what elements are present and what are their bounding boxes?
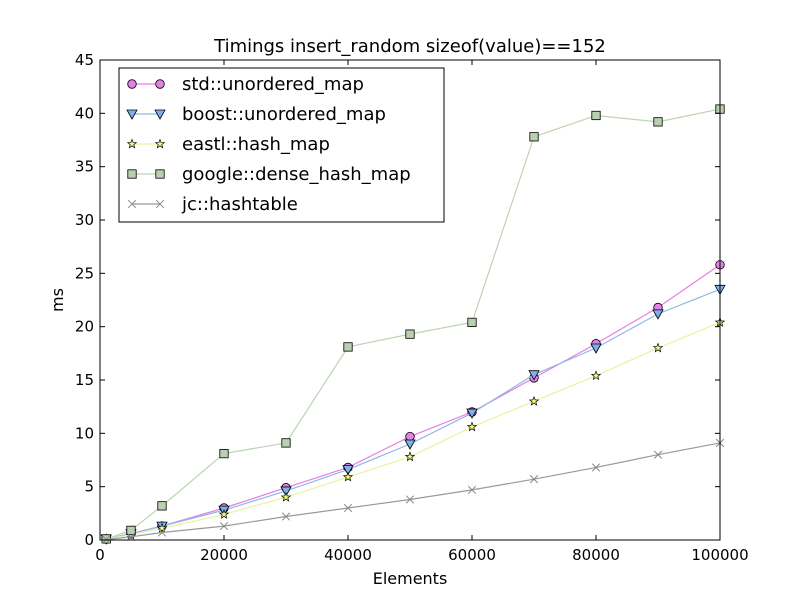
legend-entries: std::unordered_mapboost::unordered_mapea… bbox=[126, 74, 411, 215]
y-tick-label: 0 bbox=[84, 531, 94, 549]
series-line bbox=[106, 288, 721, 540]
data-point bbox=[280, 486, 292, 497]
legend-label: eastl::hash_map bbox=[182, 134, 330, 155]
data-point bbox=[219, 448, 229, 459]
legend-marker-left bbox=[127, 169, 137, 179]
legend-marker-left bbox=[127, 199, 137, 209]
data-point bbox=[466, 421, 478, 432]
y-axis-label: ms bbox=[48, 288, 67, 312]
data-point bbox=[405, 329, 415, 339]
data-point bbox=[218, 508, 230, 519]
legend-marker-left bbox=[126, 138, 138, 149]
data-point bbox=[529, 475, 539, 484]
y-tick-label: 20 bbox=[75, 318, 94, 336]
data-point bbox=[342, 471, 354, 482]
data-point bbox=[467, 485, 477, 495]
data-point bbox=[219, 521, 229, 531]
data-point bbox=[652, 309, 664, 320]
data-point bbox=[281, 438, 291, 448]
series-line bbox=[106, 321, 721, 540]
series-0 bbox=[101, 260, 725, 544]
x-tick-label: 40000 bbox=[324, 546, 372, 564]
legend-marker-left bbox=[126, 109, 138, 120]
data-point bbox=[652, 342, 664, 353]
data-point bbox=[280, 491, 292, 502]
x-tick-label: 60000 bbox=[448, 546, 496, 564]
legend-label: google::dense_hash_map bbox=[182, 164, 411, 185]
y-tick-label: 10 bbox=[75, 424, 94, 442]
x-tick-label: 80000 bbox=[572, 546, 620, 564]
x-tick-label: 100000 bbox=[691, 546, 748, 564]
y-tick-label: 40 bbox=[75, 104, 94, 122]
data-point bbox=[653, 450, 663, 459]
legend-marker-right bbox=[155, 79, 165, 89]
series-line bbox=[106, 264, 721, 540]
legend-marker-right bbox=[154, 138, 166, 149]
legend-entry: eastl::hash_map bbox=[126, 134, 330, 155]
y-tick-label: 25 bbox=[75, 264, 94, 282]
data-point bbox=[591, 463, 601, 472]
data-point bbox=[157, 528, 167, 537]
legend-marker-right bbox=[155, 169, 165, 179]
chart-title: Timings insert_random sizeof(value)==152 bbox=[213, 36, 606, 57]
y-tick-label: 15 bbox=[75, 371, 94, 389]
data-point bbox=[466, 408, 478, 419]
data-point bbox=[590, 370, 602, 381]
legend-label: boost::unordered_map bbox=[182, 104, 386, 125]
data-point bbox=[528, 395, 540, 406]
ticks-layer: 0 20000 40000 60000 80000 100000 0 5 10 15 20 25 30 3… bbox=[75, 51, 749, 564]
data-point bbox=[590, 343, 602, 354]
legend-marker-right bbox=[154, 109, 166, 120]
legend-entry: jc::hashtable bbox=[127, 194, 298, 215]
y-tick-label: 45 bbox=[75, 51, 94, 69]
data-point bbox=[281, 512, 291, 521]
data-point bbox=[157, 501, 167, 511]
data-point bbox=[102, 535, 111, 544]
data-point bbox=[126, 525, 136, 536]
data-point bbox=[343, 503, 353, 513]
y-tick-label: 5 bbox=[84, 478, 94, 496]
data-point bbox=[529, 132, 539, 142]
data-point bbox=[591, 110, 601, 121]
data-point bbox=[467, 317, 477, 328]
legend-label: jc::hashtable bbox=[181, 194, 298, 215]
series-1 bbox=[100, 284, 726, 545]
data-point bbox=[653, 117, 663, 127]
data-point bbox=[343, 342, 353, 352]
data-point bbox=[342, 465, 354, 476]
y-tick-label: 30 bbox=[75, 211, 94, 229]
data-point bbox=[404, 439, 416, 450]
data-point bbox=[405, 431, 415, 442]
series-line bbox=[106, 442, 721, 541]
series-line bbox=[106, 108, 721, 540]
legend-label: std::unordered_map bbox=[182, 74, 364, 95]
data-point bbox=[156, 522, 168, 533]
legend-marker-right bbox=[155, 199, 165, 209]
legend-entry: google::dense_hash_map bbox=[127, 164, 411, 185]
x-tick-label: 0 bbox=[95, 546, 105, 564]
x-tick-label: 20000 bbox=[200, 546, 248, 564]
data-point bbox=[528, 370, 540, 381]
legend-entry: std::unordered_map bbox=[127, 74, 364, 95]
legend-box bbox=[118, 67, 445, 223]
data-point bbox=[126, 532, 136, 541]
legend-marker-left bbox=[127, 79, 137, 89]
legend-entry: boost::unordered_map bbox=[126, 104, 386, 125]
y-tick-label: 35 bbox=[75, 158, 94, 176]
x-axis-label: Elements bbox=[373, 569, 448, 588]
plot-frame bbox=[99, 59, 721, 541]
series-2 bbox=[100, 316, 726, 544]
data-point bbox=[404, 451, 416, 462]
legend: std::unordered_mapboost::unordered_mapea… bbox=[118, 67, 445, 223]
data-point bbox=[405, 495, 415, 504]
series-3 bbox=[101, 104, 725, 544]
